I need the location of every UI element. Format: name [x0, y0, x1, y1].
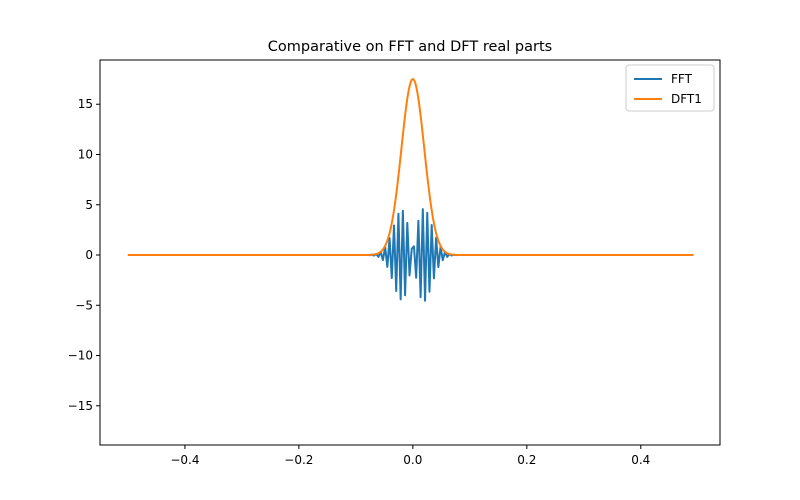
y-axis-ticks: −15 −10 −5 0 5 10 15 [68, 97, 100, 413]
legend-label-fft: FFT [671, 72, 693, 86]
legend: FFT DFT1 [625, 64, 715, 112]
x-tick-label: −0.4 [170, 453, 199, 467]
y-tick-label: 0 [85, 248, 93, 262]
y-tick-label: 5 [85, 198, 93, 212]
legend-label-dft1: DFT1 [671, 92, 702, 106]
y-tick-label: 15 [78, 97, 93, 111]
chart-title: Comparative on FFT and DFT real parts [268, 39, 552, 55]
x-tick-label: 0.0 [403, 453, 422, 467]
y-tick-label: −15 [68, 399, 93, 413]
x-tick-label: 0.2 [517, 453, 536, 467]
series-line-dft1 [127, 78, 694, 257]
y-tick-label: −5 [75, 298, 93, 312]
x-tick-label: 0.4 [631, 453, 650, 467]
series-layer [127, 78, 694, 302]
plot-frame [99, 59, 721, 446]
x-tick-label: −0.2 [284, 453, 313, 467]
x-axis-ticks: −0.4 −0.2 0.0 0.2 0.4 [170, 445, 650, 467]
y-tick-label: 10 [78, 147, 93, 161]
y-tick-label: −10 [68, 349, 93, 363]
